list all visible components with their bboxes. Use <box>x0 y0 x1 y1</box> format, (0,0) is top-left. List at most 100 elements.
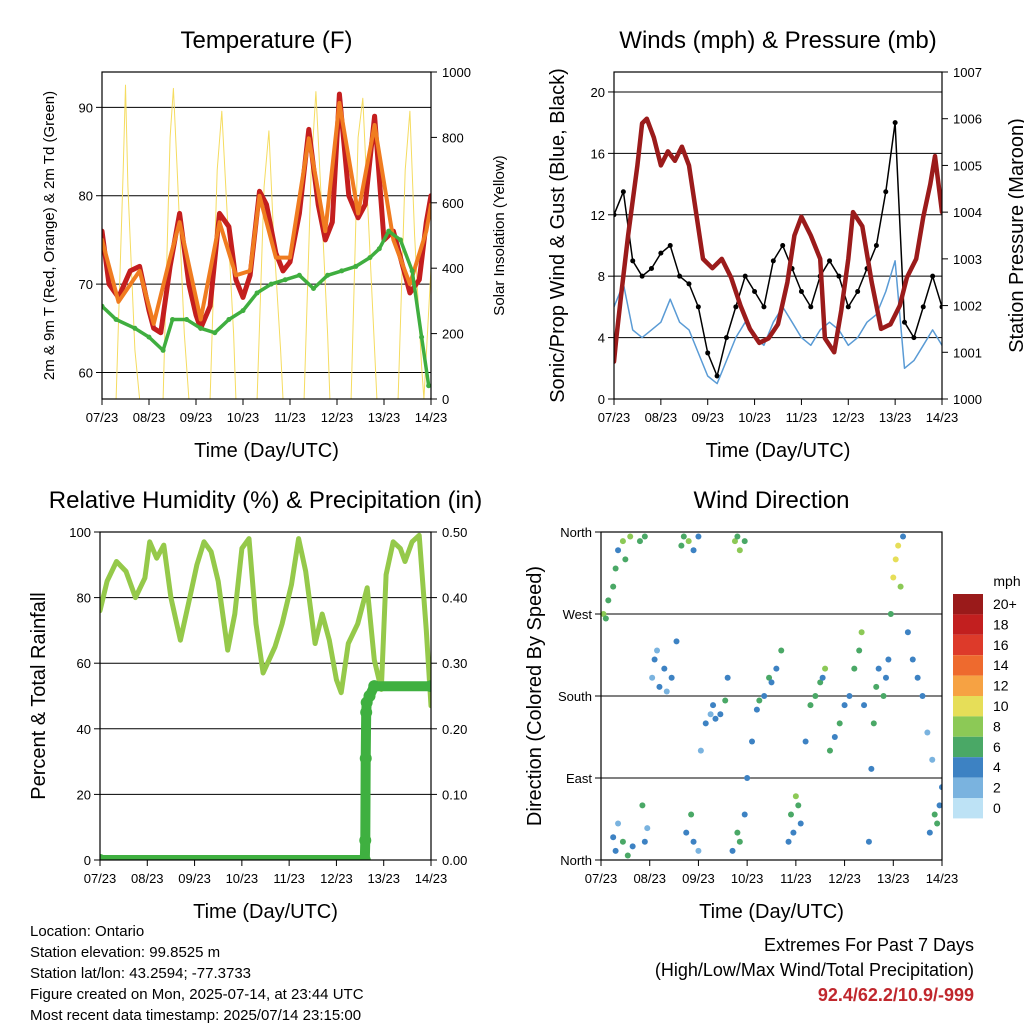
precip-point <box>359 752 372 765</box>
y2-tick-label: 1006 <box>953 112 982 127</box>
direction-point <box>695 533 702 540</box>
point-gust <box>827 258 833 264</box>
y2-tick-label: 0.10 <box>442 787 467 802</box>
y-axis-label: Sonic/Prop Wind & Gust (Blue, Black) <box>547 68 569 403</box>
point-gust <box>630 258 636 264</box>
direction-point <box>639 802 646 809</box>
y2-tick-label: 1000 <box>953 392 982 407</box>
legend-title: mph <box>993 573 1020 589</box>
y2-tick-label: 0.40 <box>442 591 467 606</box>
legend-swatch <box>953 777 983 798</box>
series-rh <box>100 532 431 709</box>
y-tick-label: 70 <box>79 277 93 292</box>
direction-point <box>602 615 609 622</box>
direction-point <box>615 547 622 554</box>
x-tick-label: 13/23 <box>879 410 912 425</box>
point-dewpoint <box>268 281 274 287</box>
y-tick-label: 60 <box>79 365 93 380</box>
direction-point <box>654 647 661 654</box>
direction-point <box>880 693 887 699</box>
y2-tick-label: 1005 <box>953 158 982 173</box>
precip-point <box>100 854 106 860</box>
direction-point <box>817 679 824 686</box>
point-dewpoint <box>184 316 190 322</box>
direction-point <box>612 565 619 572</box>
point-dewpoint <box>198 325 204 331</box>
direction-point <box>873 683 880 690</box>
direction-point <box>900 533 907 540</box>
x-tick-label: 08/23 <box>131 871 164 886</box>
legend-swatch <box>953 696 983 717</box>
y2-tick-label: 200 <box>442 327 464 342</box>
point-gust <box>686 281 692 287</box>
direction-point <box>841 702 848 709</box>
legend-label: 20+ <box>993 596 1017 612</box>
y-tick-label: 0 <box>598 392 605 407</box>
direction-point <box>610 583 617 590</box>
chart-panel-temperature: Temperature (F) Time (Day/UTC) 2m & 9m T (… <box>41 27 508 462</box>
direction-point <box>695 847 702 854</box>
direction-point <box>890 574 897 581</box>
direction-point <box>819 674 826 681</box>
extremes-subtitle: (High/Low/Max Wind/Total Precipitation) <box>654 960 974 980</box>
x-tick-label: 13/23 <box>367 871 400 886</box>
direction-point <box>749 738 756 745</box>
extremes-values: 92.4/62.2/10.9/-999 <box>817 985 974 1005</box>
point-gust <box>761 304 767 310</box>
y-tick-label: North <box>560 525 592 540</box>
x-tick-label: 07/23 <box>585 871 618 886</box>
direction-point <box>736 547 743 554</box>
precip-point <box>363 690 376 702</box>
direction-point <box>707 711 714 718</box>
y-tick-label: 0 <box>84 853 91 868</box>
station-elevation: Station elevation: 99.8525 m <box>30 944 221 961</box>
x-tick-label: 10/23 <box>227 410 260 425</box>
legend-swatch <box>953 594 983 615</box>
direction-point <box>807 702 814 709</box>
point-dewpoint <box>254 290 260 296</box>
x-tick-label: 13/23 <box>877 871 910 886</box>
direction-point <box>865 838 872 845</box>
point-dewpoint <box>376 246 382 252</box>
direction-point <box>882 674 889 681</box>
series-temp_2m <box>102 91 431 336</box>
direction-point <box>858 629 865 636</box>
point-gust <box>639 273 645 279</box>
direction-point <box>787 811 794 818</box>
point-gust <box>939 304 942 310</box>
legend-label: 18 <box>993 616 1009 632</box>
point-gust <box>658 250 664 256</box>
y-tick-label: 80 <box>77 591 91 606</box>
direction-point <box>605 597 612 604</box>
y-tick-label: 12 <box>591 208 605 223</box>
series-pressure <box>614 116 942 364</box>
x-axis-label: Time (Day/UTC) <box>194 440 339 462</box>
point-gust <box>845 304 851 310</box>
series-solar <box>102 84 431 399</box>
direction-point <box>919 693 926 699</box>
x-tick-label: 08/23 <box>633 871 666 886</box>
direction-point <box>619 838 626 845</box>
legend-label: 10 <box>993 698 1009 714</box>
direction-point <box>644 825 651 832</box>
plot-area <box>614 116 942 385</box>
legend-swatch <box>953 675 983 696</box>
point-gust <box>770 258 776 264</box>
direction-point <box>856 647 863 654</box>
direction-point <box>601 611 607 617</box>
point-dewpoint <box>397 237 403 243</box>
direction-point <box>875 665 882 672</box>
direction-point <box>741 811 748 818</box>
legend-swatch <box>953 655 983 676</box>
x-tick-label: 13/23 <box>368 410 401 425</box>
point-dewpoint <box>160 347 166 353</box>
direction-point <box>802 738 809 745</box>
legend-swatch <box>953 634 983 656</box>
point-gust <box>798 289 804 295</box>
point-gust <box>705 350 711 356</box>
chart-panel-wind-direction: Wind Direction Time (Day/UTC) Direction (C… <box>524 487 1021 923</box>
point-gust <box>752 289 758 295</box>
direction-point <box>678 542 685 549</box>
legend-label: 12 <box>993 678 1009 694</box>
x-axis-label: Time (Day/UTC) <box>193 901 338 923</box>
